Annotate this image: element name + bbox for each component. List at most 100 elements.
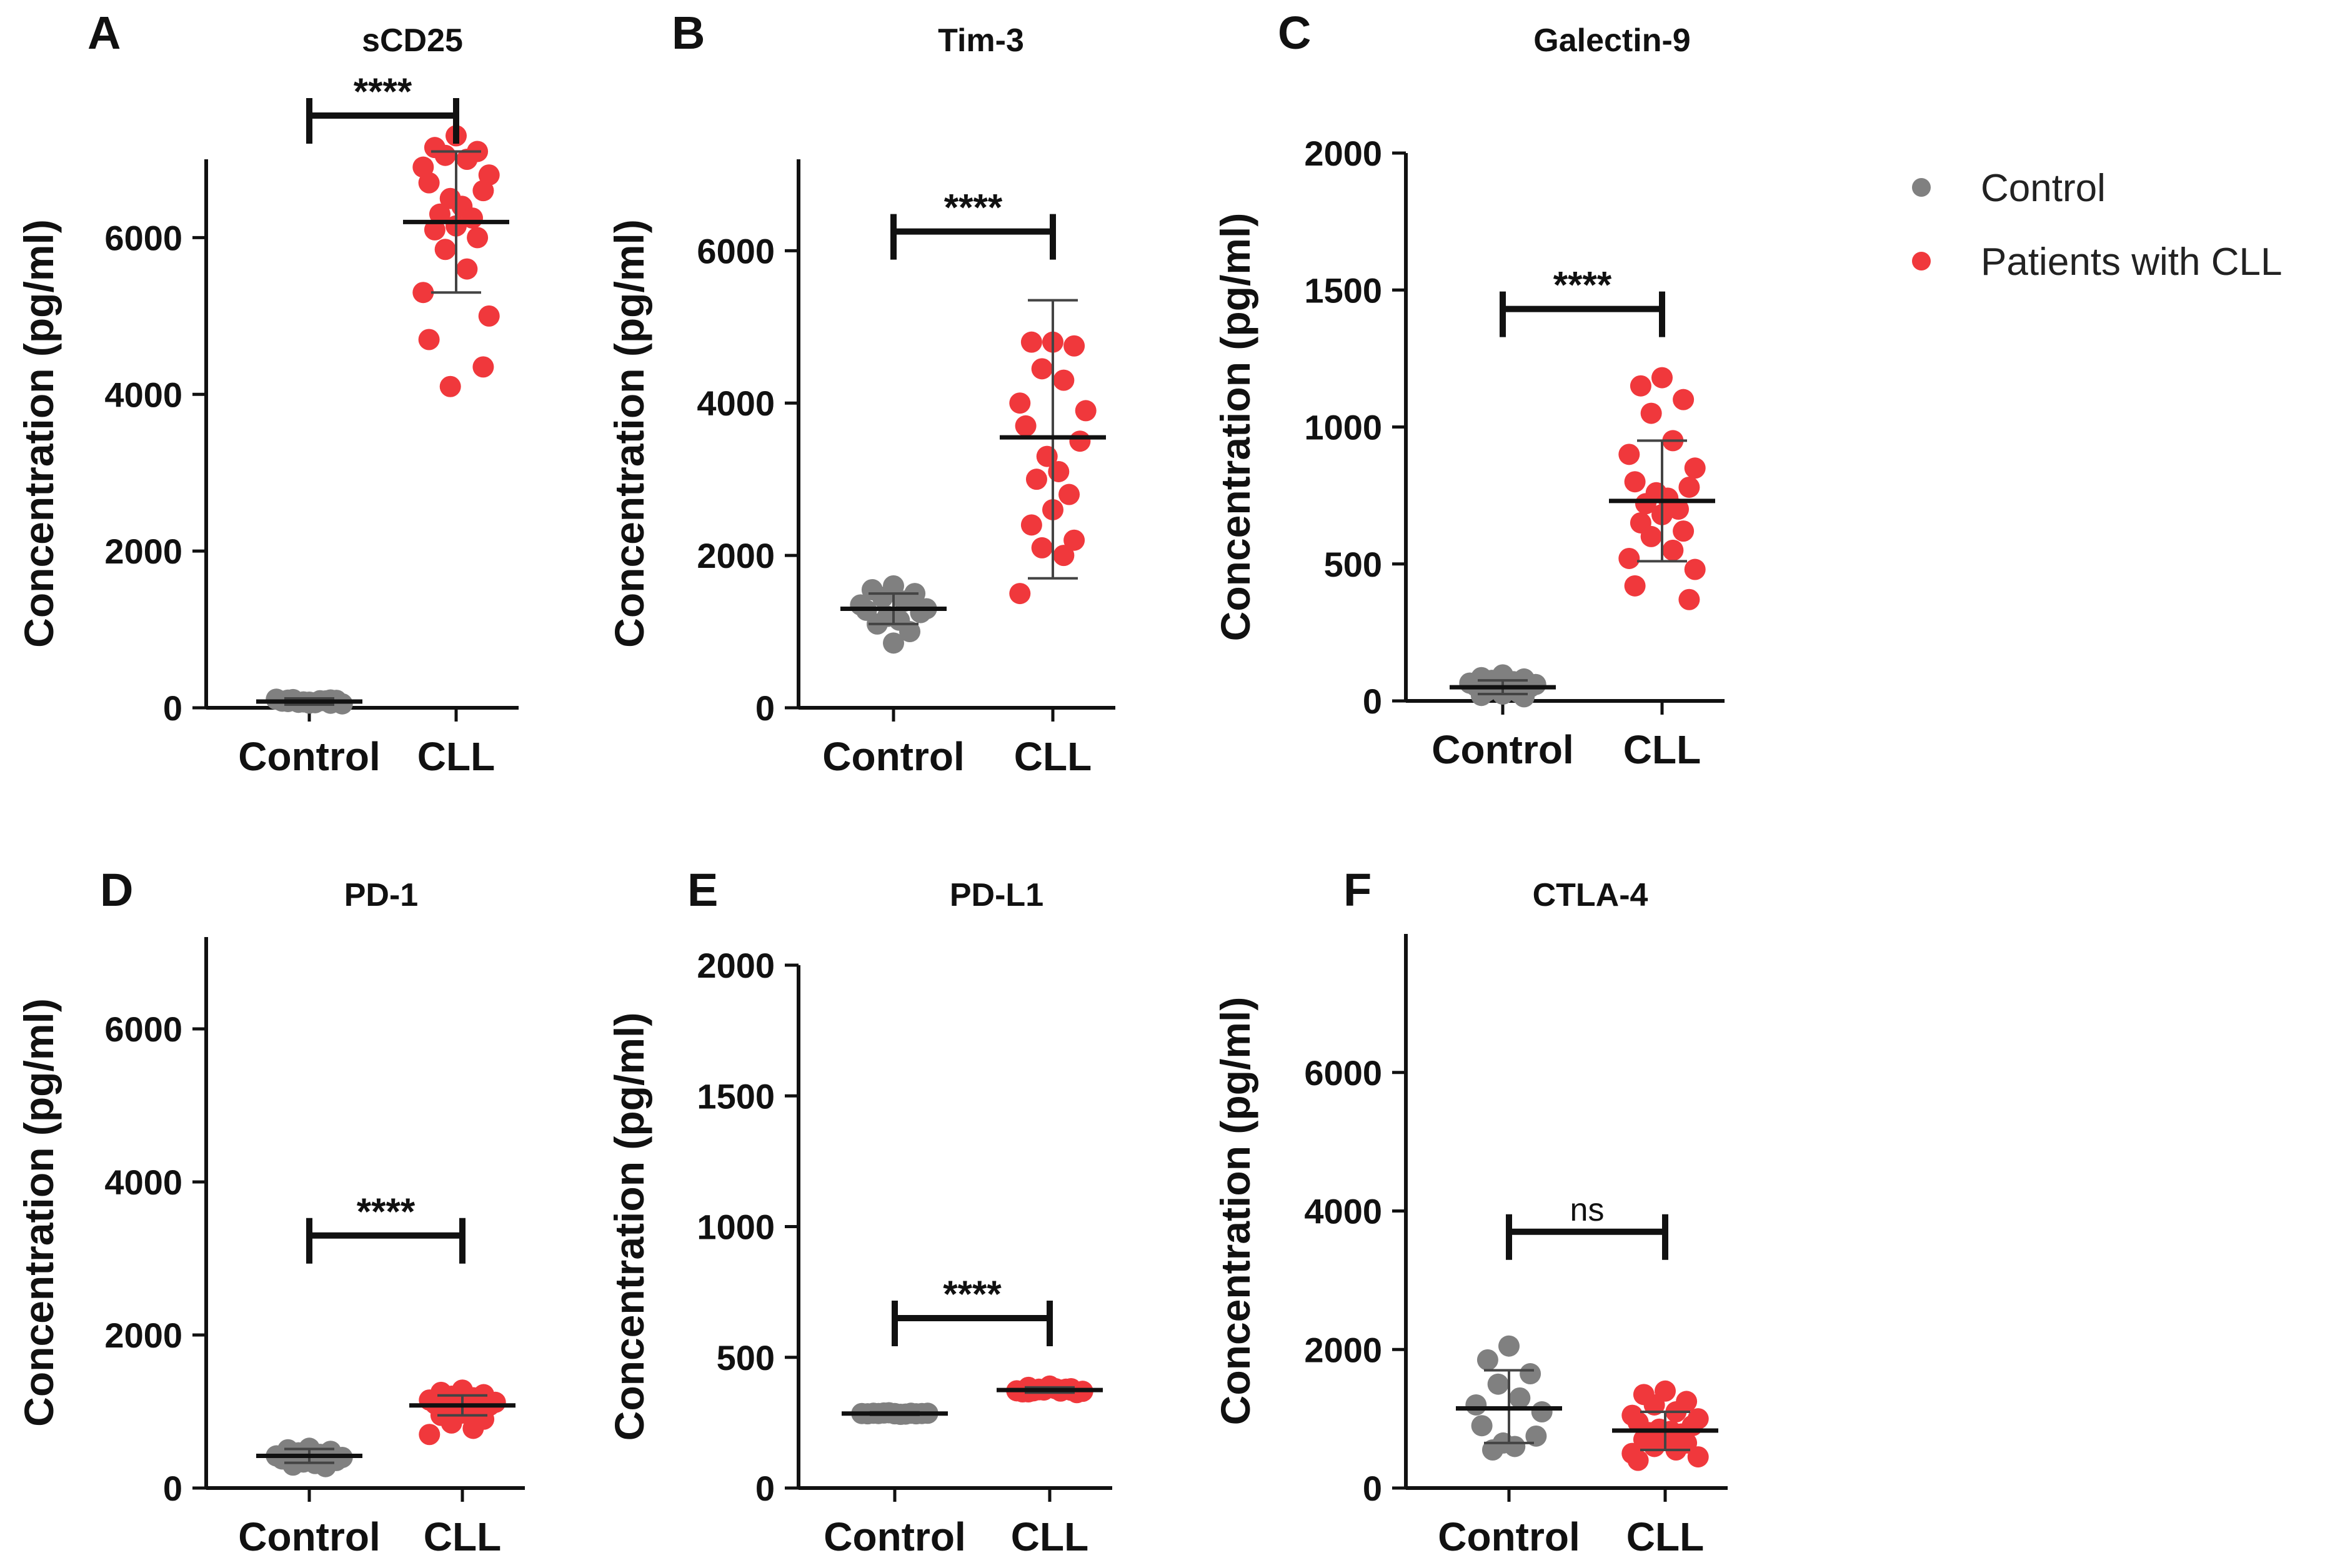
- data-point: [1635, 493, 1656, 515]
- data-point: [1627, 1449, 1649, 1471]
- series-cll: [1609, 367, 1715, 610]
- y-tick-label: 4000: [697, 384, 775, 423]
- data-point: [1624, 575, 1646, 597]
- data-point: [1031, 537, 1053, 558]
- data-point: [1069, 430, 1091, 452]
- data-point: [1509, 1387, 1531, 1409]
- series-cll: [1612, 1380, 1718, 1471]
- data-point: [472, 180, 494, 202]
- data-point: [1651, 367, 1673, 389]
- x-category-label: Control: [238, 1514, 381, 1559]
- panel-title: sCD25: [362, 22, 463, 59]
- panel-letter: B: [672, 7, 705, 59]
- series-control: [256, 1437, 362, 1477]
- legend-marker-cll: [1912, 252, 1931, 270]
- data-point: [434, 144, 456, 166]
- data-point: [1009, 392, 1031, 414]
- data-point: [872, 587, 894, 608]
- panel-title: CTLA-4: [1533, 877, 1648, 913]
- series-control: [840, 575, 947, 654]
- significance-label: ns: [1570, 1192, 1605, 1228]
- data-point: [1684, 457, 1706, 479]
- series-cll: [403, 125, 509, 397]
- y-tick-label: 0: [163, 1469, 182, 1508]
- y-axis-label: Concentration (pg/ml): [16, 219, 62, 648]
- data-point: [472, 356, 494, 378]
- data-point: [1020, 514, 1042, 536]
- data-point: [462, 1417, 484, 1439]
- data-point: [1640, 402, 1662, 424]
- data-point: [1470, 685, 1492, 707]
- data-point: [1048, 460, 1070, 482]
- data-point: [1015, 415, 1037, 437]
- y-tick-label: 1500: [697, 1076, 775, 1116]
- data-point: [1643, 1394, 1665, 1416]
- data-point: [1053, 369, 1075, 391]
- data-point: [1630, 375, 1651, 397]
- data-point: [1063, 529, 1085, 551]
- significance-label: ****: [357, 1191, 416, 1233]
- y-axis-label: Concentration (pg/ml): [606, 219, 652, 648]
- data-point: [441, 1412, 462, 1434]
- data-point: [419, 1424, 441, 1446]
- significance-label: ****: [1553, 264, 1612, 306]
- data-point: [1668, 499, 1690, 520]
- y-axis-label: Concentration (pg/ml): [1212, 997, 1258, 1426]
- data-point: [1618, 444, 1640, 465]
- data-point: [1009, 583, 1031, 605]
- data-point: [1624, 471, 1646, 493]
- y-tick-label: 0: [1363, 1469, 1382, 1508]
- panel-c: C Galectin-9 Concentration (pg/ml) 0 500 1000…: [1212, 7, 1725, 772]
- data-point: [1465, 1394, 1487, 1416]
- y-axis-label: Concentration (pg/ml): [16, 998, 62, 1427]
- significance-label: ****: [354, 71, 412, 112]
- series-control: [1450, 664, 1556, 708]
- data-point: [899, 621, 921, 643]
- series-control: [256, 688, 362, 715]
- x-category-label: Control: [1438, 1514, 1580, 1559]
- y-tick-label: 2000: [1304, 134, 1382, 173]
- panel-letter: E: [687, 864, 718, 916]
- data-point: [1025, 469, 1047, 490]
- data-point: [412, 282, 434, 304]
- significance-label: ****: [943, 1273, 1002, 1315]
- data-point: [894, 590, 915, 612]
- x-category-label: Control: [824, 1514, 966, 1559]
- series-control: [1456, 1335, 1562, 1461]
- x-category-label: Control: [238, 734, 381, 779]
- y-tick-label: 4000: [104, 1163, 182, 1202]
- panel-b: B Tim-3 Concentration (pg/ml) 0 2000 4000 6000…: [606, 7, 1115, 779]
- y-tick-label: 2000: [104, 1316, 182, 1355]
- data-point: [1684, 558, 1706, 580]
- data-point: [478, 305, 500, 327]
- data-point: [424, 219, 446, 241]
- y-tick-label: 0: [163, 688, 182, 728]
- x-category-label: Control: [822, 734, 965, 779]
- data-point: [1640, 525, 1662, 547]
- data-point: [1618, 547, 1640, 569]
- data-point: [1643, 1436, 1665, 1457]
- data-point: [1075, 400, 1097, 422]
- data-point: [1678, 476, 1700, 498]
- data-point: [1481, 1439, 1503, 1461]
- data-point: [439, 375, 461, 397]
- y-tick-label: 0: [1363, 682, 1382, 721]
- y-tick-label: 6000: [697, 231, 775, 270]
- data-point: [1031, 358, 1053, 380]
- y-tick-label: 4000: [104, 375, 182, 414]
- legend-label-control: Control: [1981, 167, 2106, 210]
- x-category-label: CLL: [1623, 727, 1701, 772]
- panel-letter: C: [1278, 7, 1311, 59]
- panel-d: D PD-1 Concentration (pg/ml) 0 2000 4000 6000 C…: [16, 864, 525, 1559]
- data-point: [1678, 588, 1700, 610]
- significance-label: ****: [944, 187, 1003, 229]
- data-point: [315, 1456, 337, 1477]
- panel-f: F CTLA-4 Concentration (pg/ml) 0 2000 4000 600…: [1212, 864, 1728, 1559]
- data-point: [1476, 1349, 1498, 1371]
- y-tick-label: 1500: [1304, 270, 1382, 310]
- y-tick-label: 6000: [104, 1010, 182, 1049]
- y-tick-label: 2000: [697, 946, 775, 985]
- y-tick-label: 500: [717, 1338, 775, 1377]
